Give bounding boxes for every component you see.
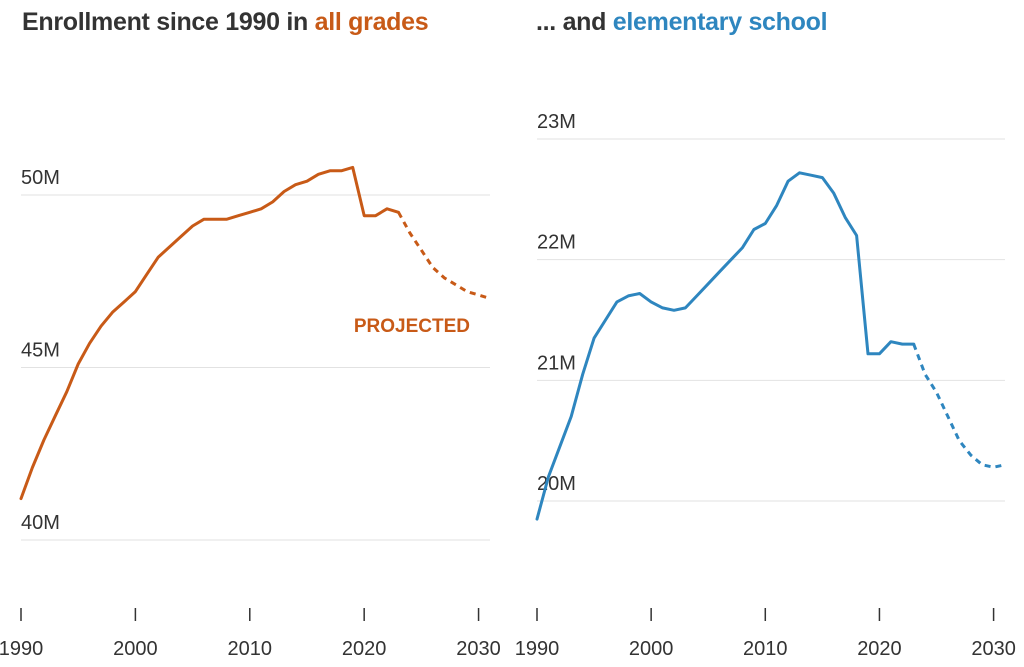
projected-series-line xyxy=(397,211,491,300)
actual-series-line xyxy=(19,165,400,501)
projected-annotation: PROJECTED xyxy=(354,316,470,337)
x-tick-label: 1990 xyxy=(515,638,560,660)
y-tick-label: 50M xyxy=(21,167,60,189)
projected-series-line xyxy=(912,343,1006,469)
x-tick-label: 2010 xyxy=(743,638,788,660)
right-panel-title: ... and elementary school xyxy=(536,8,828,37)
y-tick-label: 20M xyxy=(537,473,576,495)
y-tick-label: 21M xyxy=(537,352,576,374)
elementary-chart: 20M 21M 22M 23M 1990 2000 2010 2020 2030 xyxy=(515,111,1016,660)
x-tick-label: 2030 xyxy=(971,638,1016,660)
y-tick-label: 22M xyxy=(537,232,576,254)
x-tick-label: 2000 xyxy=(113,638,158,660)
left-panel-title: Enrollment since 1990 in all grades xyxy=(22,8,429,37)
actual-series-line xyxy=(535,171,916,521)
left-title-highlight: all grades xyxy=(314,8,429,36)
x-tick-label: 2020 xyxy=(857,638,902,660)
x-tick-label: 2010 xyxy=(228,638,273,660)
x-tick-label: 1990 xyxy=(0,638,43,660)
y-tick-label: 45M xyxy=(21,340,60,362)
x-tick-label: 2030 xyxy=(456,638,501,660)
x-tick-label: 2020 xyxy=(342,638,387,660)
left-title-prefix: Enrollment since 1990 in xyxy=(22,8,315,36)
all-grades-chart: 40M 45M 50M 1990 2000 2010 2020 2030 PROJECTED xyxy=(0,165,501,660)
right-title-highlight: elementary school xyxy=(612,8,828,36)
y-tick-label: 40M xyxy=(21,512,60,534)
y-tick-label: 23M xyxy=(537,111,576,133)
right-title-prefix: ... and xyxy=(536,8,613,36)
x-tick-label: 2000 xyxy=(629,638,674,660)
